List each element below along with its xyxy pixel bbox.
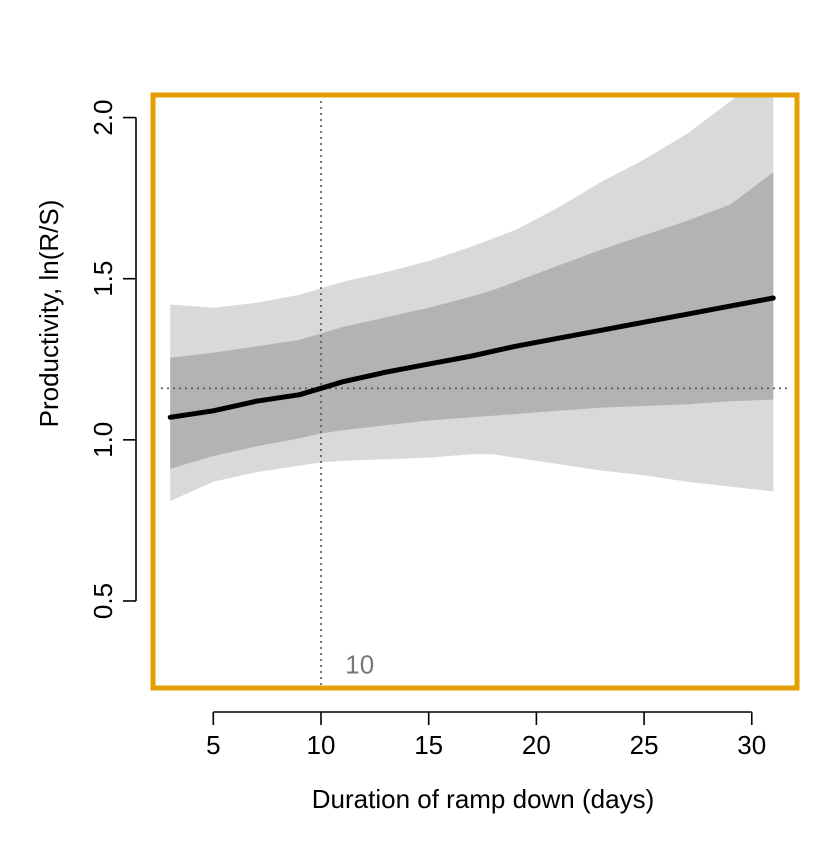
axis-labels: Duration of ramp down (days) Productivity… xyxy=(34,200,654,814)
axes: 5 10 15 20 25 30 0.5 1.0 1.5 2.0 xyxy=(88,100,766,760)
mean-line-series-0 xyxy=(167,295,776,420)
y-tick-label: 2.0 xyxy=(88,100,118,136)
x-tick-label: 15 xyxy=(414,730,443,760)
mean-lines xyxy=(167,295,776,420)
plot-frame-layer xyxy=(150,92,800,691)
x-tick-label: 30 xyxy=(737,730,766,760)
annotation-label: 10 xyxy=(345,649,374,679)
y-axis-title: Productivity, ln(R/S) xyxy=(34,200,64,428)
confidence-bands xyxy=(170,95,774,502)
x-tick-label: 10 xyxy=(307,730,336,760)
inner-confidence-band xyxy=(170,172,774,469)
annotations: 10 xyxy=(345,649,374,679)
x-axis-title: Duration of ramp down (days) xyxy=(312,784,654,814)
y-tick-label: 1.5 xyxy=(88,261,118,297)
x-tick-label: 20 xyxy=(522,730,551,760)
x-tick-label: 25 xyxy=(630,730,659,760)
x-tick-label: 5 xyxy=(206,730,220,760)
reference-lines xyxy=(161,95,789,688)
plot-frame xyxy=(150,92,800,691)
y-tick-label: 0.5 xyxy=(88,583,118,619)
y-tick-label: 1.0 xyxy=(88,422,118,458)
